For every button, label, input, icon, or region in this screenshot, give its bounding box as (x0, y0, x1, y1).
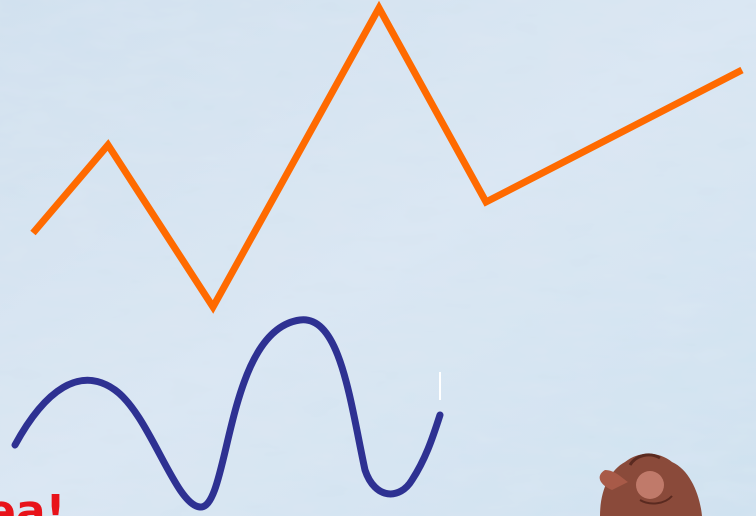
wave-line (11, 316, 444, 511)
zigzag-line (30, 0, 744, 314)
character (599, 453, 702, 516)
caption: ea! (0, 486, 66, 516)
